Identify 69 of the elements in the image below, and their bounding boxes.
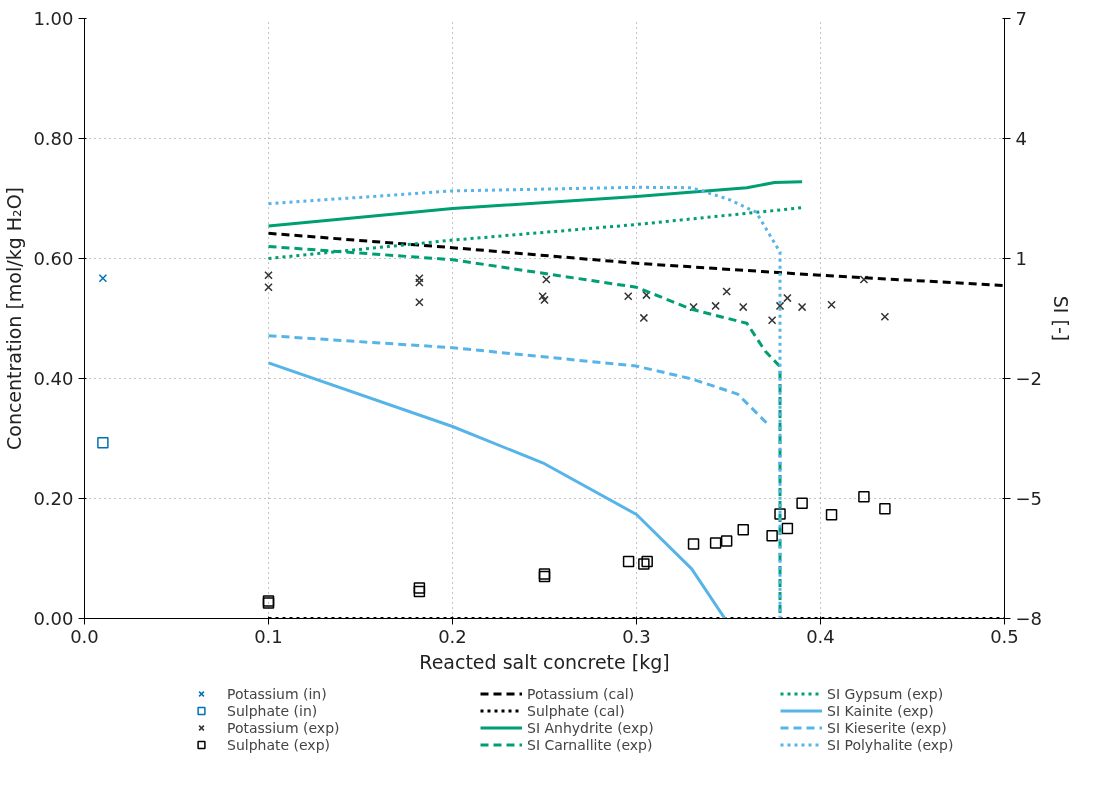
point [415, 274, 424, 283]
point [738, 302, 748, 312]
point [737, 523, 749, 536]
legend-label: Potassium (cal) [527, 685, 635, 702]
point [622, 555, 635, 568]
y2-tick-label: 4 [1015, 128, 1027, 149]
y2-tick-label: −2 [1015, 368, 1043, 389]
point [639, 313, 649, 323]
point [709, 537, 722, 549]
point [767, 316, 777, 325]
point [827, 300, 836, 309]
x-tick-label: 0.4 [806, 625, 835, 647]
point [97, 436, 109, 449]
point [264, 283, 273, 292]
point [415, 278, 424, 287]
y-tick-label: 1.00 [33, 8, 74, 29]
line-series [267, 180, 804, 228]
x-tick-label: 0.1 [254, 625, 283, 647]
point [774, 508, 786, 520]
point [623, 292, 633, 301]
point [542, 275, 551, 284]
point [642, 290, 651, 300]
point [540, 295, 549, 305]
point [415, 298, 424, 307]
legend-label: Potassium (exp) [227, 719, 340, 736]
point [98, 274, 108, 283]
point [825, 508, 838, 521]
x-tick-label: 0.3 [622, 625, 651, 647]
point [264, 271, 273, 280]
y-tick-label: 0.80 [33, 128, 74, 149]
point [859, 275, 869, 284]
y2-tick-label: 7 [1015, 8, 1027, 29]
legend-label: SI Carnallite (exp) [527, 736, 653, 753]
point [879, 502, 891, 515]
y-tick-label: 0.60 [33, 248, 74, 269]
point [413, 585, 426, 598]
point [775, 301, 785, 311]
y2-tick-label: −5 [1015, 488, 1043, 509]
point [689, 302, 698, 312]
x-axis-title: Reacted salt concrete [kg] [419, 650, 670, 673]
point [413, 582, 426, 594]
point [781, 522, 794, 535]
legend-label: SI Kainite (exp) [827, 702, 934, 719]
legend-label: Sulphate (exp) [227, 736, 331, 753]
point [766, 529, 778, 542]
point [720, 535, 733, 547]
point [687, 538, 700, 550]
y-axis-title: Concentration [mol/kg H₂O] [3, 186, 26, 451]
legend-label: SI Kieserite (exp) [827, 719, 947, 736]
y2-tick-label: 1 [1015, 248, 1027, 269]
point [538, 292, 547, 301]
legend-label: SI Polyhalite (exp) [827, 736, 954, 753]
x-tick-label: 0.2 [438, 625, 467, 647]
point [880, 312, 890, 321]
point [783, 293, 792, 303]
point [796, 497, 808, 510]
y-tick-label: 0.40 [33, 368, 74, 389]
legend-label: Sulphate (in) [227, 702, 318, 719]
legend-label: SI Anhydrite (exp) [527, 719, 654, 736]
y-tick-label: 0.20 [33, 488, 74, 509]
point [722, 287, 731, 296]
point [797, 302, 807, 312]
y2-axis-title: SI [-] [1050, 295, 1073, 342]
line-series [267, 361, 727, 619]
legend-label: Potassium (in) [227, 685, 327, 702]
legend-label: SI Gypsum (exp) [827, 685, 944, 702]
legend-label: Sulphate (cal) [527, 702, 625, 719]
point [711, 301, 720, 311]
point [858, 490, 870, 503]
